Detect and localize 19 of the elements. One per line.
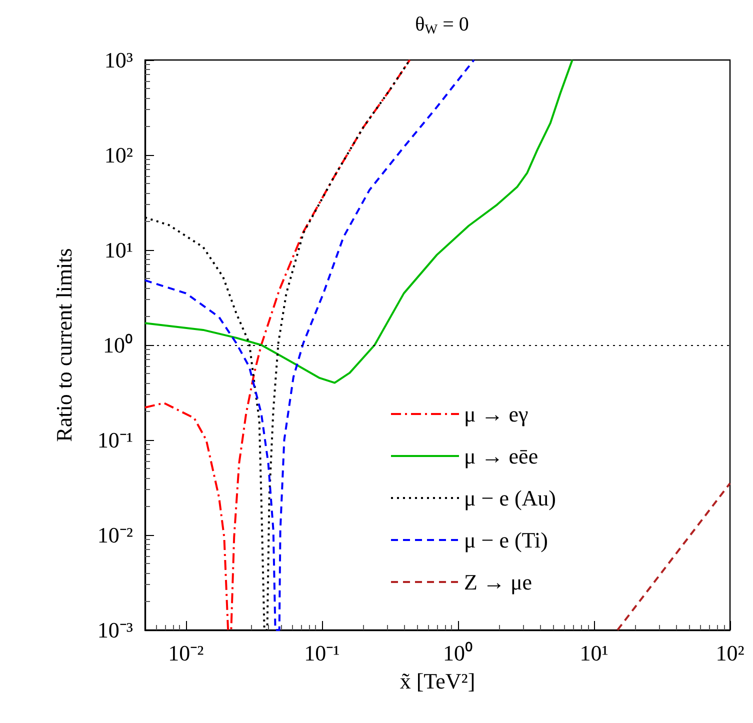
legend-label: Z → μe — [464, 570, 532, 594]
x-tick-label: 10⁰ — [442, 640, 473, 666]
y-axis-title: Ratio to current limits — [52, 248, 76, 442]
y-tick-label: 10⁻² — [97, 522, 134, 548]
legend-label: μ → eγ — [464, 402, 529, 426]
y-tick-label: 10³ — [104, 48, 134, 72]
y-tick-label: 10² — [104, 142, 134, 168]
x-tick-label: 10² — [716, 640, 745, 666]
legend-label: μ − e (Au) — [464, 486, 556, 510]
x-tick-label: 10¹ — [580, 640, 608, 666]
y-tick-label: 10¹ — [104, 238, 133, 262]
x-tick-label: 10⁻¹ — [304, 640, 340, 666]
y-tick-label: 10⁰ — [103, 332, 133, 358]
x-axis-title: x̃ [TeV²] — [400, 668, 476, 694]
legend-label: μ → eēe — [464, 444, 538, 468]
y-tick-label: 10⁻¹ — [97, 428, 133, 452]
legend-label: μ − e (Ti) — [464, 528, 548, 552]
y-tick-label: 10⁻³ — [97, 618, 134, 642]
x-tick-label: 10⁻² — [168, 640, 204, 666]
